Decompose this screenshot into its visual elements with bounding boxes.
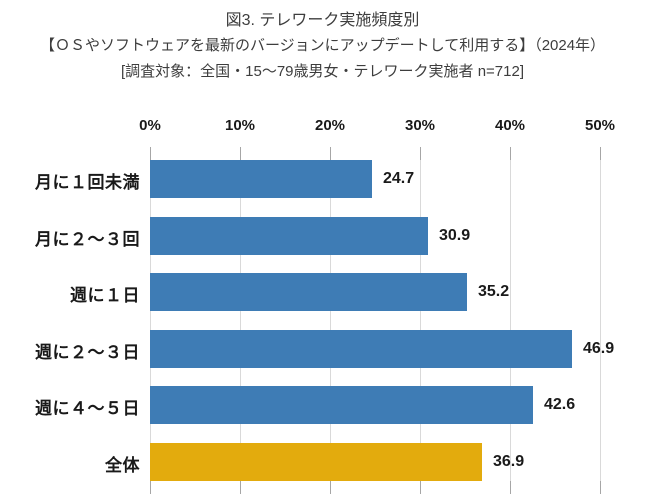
gridline	[510, 160, 511, 481]
axis-tick-mark	[600, 481, 601, 494]
axis-tick-mark	[330, 481, 331, 494]
axis-tick-mark	[510, 481, 511, 494]
value-label: 36.9	[493, 453, 525, 470]
axis-tick-mark	[420, 481, 421, 494]
category-label: 週に１日	[70, 286, 140, 305]
category-label: 月に２～３回	[35, 230, 140, 249]
bar-total-highlight	[150, 443, 482, 481]
axis-tick-mark	[240, 147, 241, 160]
category-label: 全体	[105, 456, 140, 475]
gridline	[420, 160, 421, 481]
axis-tick-mark	[510, 147, 511, 160]
x-axis-tick-label: 10%	[224, 117, 256, 134]
bar	[150, 273, 467, 311]
x-axis-tick-label: 0%	[139, 117, 161, 134]
axis-tick-mark	[240, 481, 241, 494]
axis-tick-mark	[150, 481, 151, 494]
gridline	[600, 160, 601, 481]
value-label: 24.7	[383, 170, 415, 187]
bar	[150, 217, 428, 255]
value-label: 30.9	[439, 227, 471, 244]
gridline	[150, 160, 151, 481]
axis-tick-mark	[420, 147, 421, 160]
axis-tick-mark	[330, 147, 331, 160]
bar	[150, 386, 533, 424]
bar	[150, 160, 372, 198]
value-label: 42.6	[544, 396, 576, 413]
gridline	[330, 160, 331, 481]
category-label: 週に２～３日	[35, 343, 140, 362]
x-axis-tick-label: 50%	[584, 117, 616, 134]
x-axis-tick-label: 20%	[314, 117, 346, 134]
axis-tick-mark	[600, 147, 601, 160]
x-axis-tick-label: 40%	[494, 117, 526, 134]
bar	[150, 330, 572, 368]
value-label: 46.9	[583, 340, 615, 357]
chart-title: 図3. テレワーク実施頻度別	[225, 12, 420, 29]
plot-area	[150, 147, 645, 494]
axis-tick-mark	[150, 147, 151, 160]
value-label: 35.2	[478, 283, 510, 300]
chart-survey-note: [調査対象：全国・15～79歳男女・テレワーク実施者 n=712]	[120, 63, 524, 80]
category-label: 月に１回未満	[35, 173, 140, 192]
x-axis-tick-label: 30%	[404, 117, 436, 134]
gridline	[240, 160, 241, 481]
chart-subtitle: 【ＯＳやソフトウェアを最新のバージョンにアップデートして利用する】（2024年）	[39, 37, 606, 54]
chart-title-block: 図3. テレワーク実施頻度別 【ＯＳやソフトウェアを最新のバージョンにアップデー…	[10, 8, 635, 85]
category-label: 週に４～５日	[35, 399, 140, 418]
